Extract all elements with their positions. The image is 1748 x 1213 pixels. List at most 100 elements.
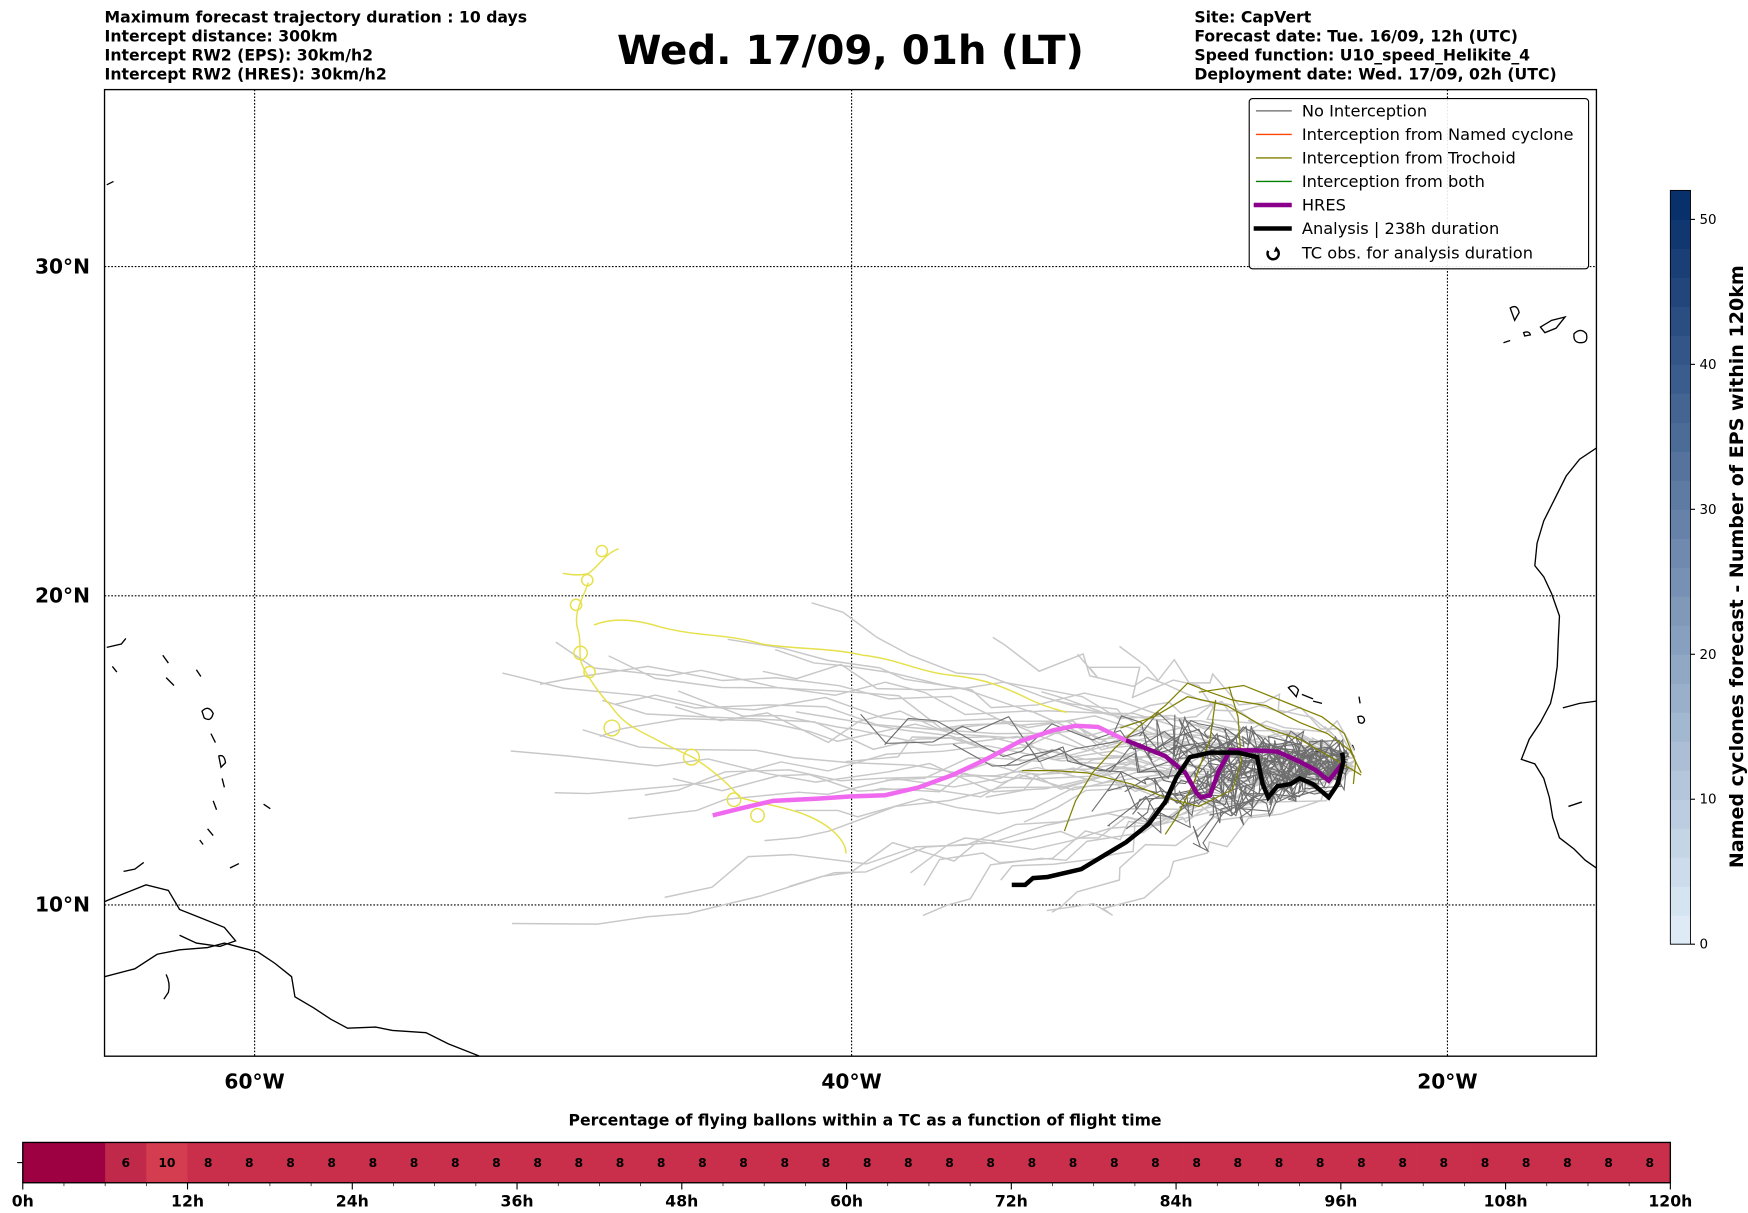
colorbar-cell [1670, 567, 1691, 597]
time-bar-title: Percentage of flying ballons within a TC… [569, 1111, 1162, 1130]
time-bar-value: 8 [533, 1156, 542, 1170]
colorbar-cell [1670, 219, 1691, 249]
colorbar-tick-label: 30 [1699, 503, 1716, 518]
latitude-labels: 30°N 20°N 10°N [35, 254, 90, 916]
time-bar-value: 8 [1151, 1156, 1160, 1170]
coastlines [104, 180, 1597, 1057]
time-bar-cell [1011, 1142, 1054, 1183]
time-bar-cell [558, 1142, 600, 1183]
time-bar-cell [475, 1142, 518, 1183]
time-bar-value: 8 [1028, 1156, 1037, 1170]
time-bar-cell [846, 1142, 889, 1183]
header-left: Maximum forecast trajectory duration : 1… [105, 7, 528, 83]
lat-label-30n: 30°N [35, 254, 90, 278]
time-bar-cell [1134, 1142, 1177, 1183]
time-bar-value: 8 [1481, 1156, 1490, 1170]
time-bar-cell [434, 1142, 477, 1183]
time-bar-tick-label: 60h [830, 1191, 863, 1210]
time-bar-value: 8 [657, 1156, 666, 1170]
eps-trajectory [1041, 691, 1349, 766]
time-bar-value: 8 [863, 1156, 872, 1170]
eps-trajectory [1132, 747, 1350, 815]
time-bar-tick-label: 24h [336, 1191, 369, 1210]
svg-text:No Interception: No Interception [1302, 101, 1427, 120]
time-bar-value: 8 [1522, 1156, 1531, 1170]
svg-text:Interception from both: Interception from both [1302, 172, 1485, 191]
time-bar-cell [311, 1142, 353, 1183]
time-bar-cell [1340, 1142, 1383, 1183]
time-bar-cell [1546, 1142, 1589, 1183]
legend-item-both: Interception from both [1255, 172, 1485, 191]
time-bar-cell [887, 1142, 930, 1183]
time-bar-value: 8 [1275, 1156, 1284, 1170]
time-bar-cell [1258, 1142, 1301, 1183]
eps-trajectory [871, 754, 1346, 793]
time-bar-value: 8 [575, 1156, 584, 1170]
colorbar-cell [1670, 770, 1691, 800]
hres-trajectory-intercept [712, 723, 1127, 818]
colorbar-tick-label: 50 [1699, 213, 1716, 228]
time-bar-cell [805, 1142, 848, 1183]
time-bar-value: 8 [945, 1156, 954, 1170]
time-bar-tick-label: 108h [1484, 1191, 1528, 1210]
header-right: Site: CapVert Forecast date: Tue. 16/09,… [1194, 7, 1556, 83]
svg-text:TC obs. for analysis duration: TC obs. for analysis duration [1301, 244, 1533, 263]
time-bar-value: 8 [822, 1156, 831, 1170]
time-bar-value: 8 [1234, 1156, 1243, 1170]
time-bar-cell [187, 1142, 230, 1183]
time-bar-value: 8 [204, 1156, 213, 1170]
intercept-eps-text: Intercept RW2 (EPS): 30km/h2 [105, 45, 374, 64]
eps-trajectory [922, 759, 1355, 917]
lon-label-40w: 40°W [821, 1070, 881, 1094]
time-bar-value: 8 [1440, 1156, 1449, 1170]
colorbar-cell [1670, 190, 1691, 220]
time-bar-cell [1299, 1142, 1342, 1183]
time-bar-cell [1587, 1142, 1630, 1183]
time-bar-value: 8 [739, 1156, 748, 1170]
time-bar-value: 8 [451, 1156, 460, 1170]
map-frame [103, 88, 1598, 1057]
legend-item-trochoid: Interception from Trochoid [1255, 149, 1516, 168]
eps-trajectory [1055, 699, 1356, 752]
colorbar-cell [1670, 857, 1691, 887]
cyclone-icon [1266, 246, 1280, 261]
time-bar-value: 8 [1604, 1156, 1613, 1170]
time-bar-cell [640, 1142, 683, 1183]
colorbar-cell [1670, 596, 1691, 626]
eps-trajectory [764, 746, 1342, 842]
eps-trajectory [1129, 719, 1343, 770]
time-bar: 6 10 8 8 8 8 8 8 8 8 8 8 8 8 8 8 8 8 8 8 8 8 8 8 8 8 8 8 8 8 8 8 8 8 8 8 8 8 … [12, 1141, 1692, 1210]
time-bar-value: 8 [1645, 1156, 1654, 1170]
time-bar-tick-label: 120h [1648, 1191, 1692, 1210]
legend-item-tc-obs: TC obs. for analysis duration [1266, 244, 1533, 263]
time-bar-cell [1464, 1142, 1507, 1183]
time-bar-tick-label: 84h [1160, 1191, 1193, 1210]
site-text: Site: CapVert [1194, 7, 1311, 26]
colorbar-label: Named cyclones forecast - Number of EPS … [1726, 265, 1748, 868]
analysis-trajectory [1011, 750, 1346, 888]
time-bar-value: 8 [1563, 1156, 1572, 1170]
colorbar-cell [1670, 625, 1691, 655]
time-bar-value: 8 [1316, 1156, 1325, 1170]
colorbar-cell [1670, 451, 1691, 481]
time-bar-value: 8 [492, 1156, 501, 1170]
svg-text:HRES: HRES [1302, 196, 1346, 215]
time-bar-cell [1176, 1142, 1218, 1183]
eps-trajectory [1173, 714, 1345, 766]
time-bar-cell [681, 1142, 724, 1183]
colorbar-cell [1670, 799, 1691, 829]
time-bar-tick-label: 72h [995, 1191, 1028, 1210]
lat-label-20n: 20°N [35, 584, 90, 608]
lat-label-10n: 10°N [35, 893, 90, 917]
svg-text:Analysis | 238h duration: Analysis | 238h duration [1302, 219, 1499, 238]
eps-trajectory [1076, 653, 1354, 757]
colorbar: 0 10 20 30 40 50 Named cyclones forecast - Nu… [1669, 189, 1748, 953]
time-bar-value: 8 [698, 1156, 707, 1170]
time-bar-cell [393, 1142, 436, 1183]
colorbar-tick-label: 40 [1699, 358, 1716, 373]
time-bar-cell [352, 1142, 395, 1183]
forecast-date-text: Forecast date: Tue. 16/09, 12h (UTC) [1194, 26, 1518, 45]
time-bar-value: 8 [327, 1156, 336, 1170]
lon-label-60w: 60°W [224, 1070, 284, 1094]
intercept-distance-text: Intercept distance: 300km [105, 26, 338, 45]
